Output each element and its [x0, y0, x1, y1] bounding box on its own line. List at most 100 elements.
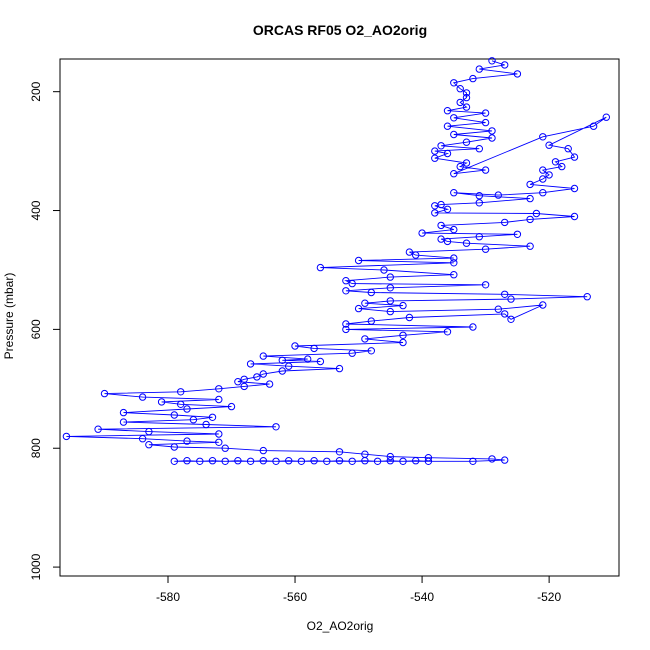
data-point — [494, 305, 502, 313]
data-point — [475, 145, 483, 153]
data-point — [227, 402, 236, 411]
data-point — [456, 85, 464, 93]
data-point — [570, 184, 579, 193]
data-point — [183, 405, 191, 413]
data-point — [361, 457, 369, 465]
data-point — [539, 189, 547, 197]
series-points-group — [62, 57, 610, 465]
data-point — [177, 400, 185, 408]
data-point — [215, 438, 223, 446]
data-point — [469, 74, 477, 83]
data-point — [240, 375, 248, 383]
data-point — [342, 277, 350, 285]
x-axis: -580 -560 -540 -520 — [156, 576, 561, 604]
data-point — [316, 357, 325, 366]
data-point — [539, 166, 547, 174]
y-axis-label: Pressure (mbar) — [2, 273, 16, 360]
chart-title: ORCAS RF05 O2_AO2orig — [253, 22, 427, 38]
data-point — [450, 225, 458, 234]
x-tick-label: -560 — [283, 590, 307, 604]
data-point — [259, 446, 267, 455]
data-point — [443, 149, 452, 158]
data-point — [443, 237, 452, 246]
data-point — [386, 457, 394, 465]
data-point — [532, 209, 541, 218]
data-point — [373, 457, 382, 465]
data-point — [316, 263, 325, 272]
data-point — [272, 423, 280, 431]
data-point — [564, 145, 572, 153]
x-tick-label: -540 — [410, 590, 434, 604]
data-point — [488, 134, 496, 142]
data-point — [589, 122, 598, 130]
series-line — [66, 60, 607, 462]
data-point — [234, 457, 242, 465]
data-point — [145, 427, 153, 436]
data-point — [583, 293, 591, 301]
data-point — [488, 57, 496, 65]
data-point — [361, 335, 369, 343]
y-tick-label: 1000 — [29, 553, 43, 580]
data-point — [240, 382, 248, 391]
data-point — [278, 356, 286, 364]
data-point — [412, 457, 420, 465]
data-point — [342, 287, 350, 295]
data-point — [462, 138, 471, 146]
data-point — [246, 457, 255, 465]
data-point — [437, 221, 445, 230]
data-point — [551, 158, 560, 166]
data-point — [405, 248, 414, 256]
data-point — [501, 218, 509, 227]
data-point — [354, 256, 363, 265]
data-point — [558, 162, 566, 171]
data-point — [348, 457, 356, 465]
data-point — [354, 304, 363, 313]
data-point — [399, 338, 407, 347]
data-point — [526, 242, 534, 250]
data-point — [450, 259, 458, 267]
data-point — [259, 352, 267, 360]
data-point — [386, 297, 394, 305]
data-point — [119, 418, 128, 426]
data-point — [443, 205, 452, 214]
data-point — [469, 457, 477, 465]
data-point — [202, 420, 210, 429]
data-point — [450, 271, 458, 279]
plot-frame — [59, 58, 620, 577]
data-point — [399, 331, 407, 339]
data-point — [488, 127, 496, 135]
data-point — [570, 212, 579, 221]
data-point — [138, 393, 147, 401]
data-point — [450, 114, 458, 122]
data-point — [437, 142, 445, 150]
data-point — [539, 175, 547, 183]
data-point — [367, 347, 375, 355]
data-point — [265, 380, 274, 388]
data-point — [335, 457, 344, 465]
data-point — [310, 457, 318, 465]
data-point — [386, 284, 394, 292]
data-point — [450, 189, 458, 197]
series-line-group — [66, 60, 607, 462]
data-point — [539, 133, 547, 141]
data-point — [157, 398, 166, 406]
data-point — [221, 444, 229, 452]
data-point — [272, 457, 280, 465]
data-point — [215, 385, 223, 393]
data-point — [386, 273, 394, 281]
data-point — [424, 454, 433, 462]
data-point — [335, 364, 344, 373]
data-point — [481, 118, 490, 127]
data-point — [183, 457, 191, 465]
x-axis-label: O2_AO2orig — [307, 619, 374, 633]
data-point — [291, 342, 299, 350]
data-point — [234, 378, 242, 386]
data-point — [462, 93, 471, 102]
data-point — [253, 373, 261, 381]
data-point — [412, 251, 420, 259]
data-point — [304, 355, 312, 363]
data-point — [570, 153, 579, 161]
data-point — [450, 170, 458, 178]
